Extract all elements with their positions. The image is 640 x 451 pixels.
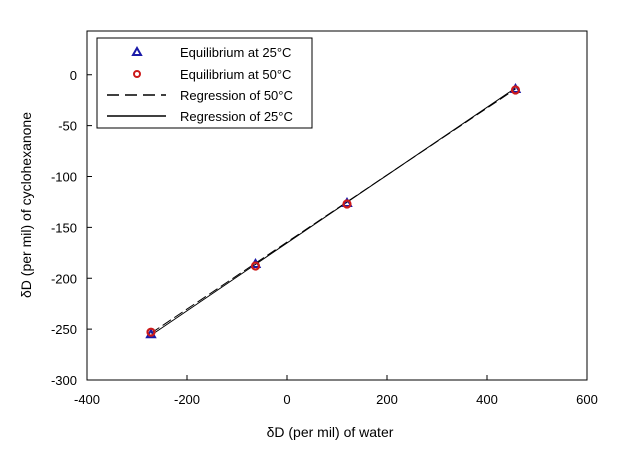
data-point-25c xyxy=(341,196,353,207)
x-tick-label: 600 xyxy=(576,392,598,407)
x-tick-label: 0 xyxy=(283,392,290,407)
y-tick-label: -50 xyxy=(58,119,77,134)
y-tick-label: 0 xyxy=(70,68,77,83)
regression-line-25c xyxy=(150,87,516,336)
legend-label: Equilibrium at 25°C xyxy=(180,45,291,60)
x-tick-label: 400 xyxy=(476,392,498,407)
regression-lines xyxy=(150,87,516,336)
y-tick-label: -300 xyxy=(51,373,77,388)
x-tick-label: -400 xyxy=(74,392,100,407)
data-point-50c xyxy=(342,199,352,209)
y-tick-label: -150 xyxy=(51,220,77,235)
data-point-25c xyxy=(509,82,522,93)
x-tick-label: 200 xyxy=(376,392,398,407)
y-tick-label: -100 xyxy=(51,170,77,185)
legend: Equilibrium at 25°C Equilibrium at 50°C Re… xyxy=(96,37,313,129)
y-axis-label: δD (per mil) of cyclohexanone xyxy=(18,112,34,298)
data-points xyxy=(145,82,522,339)
legend-marker-circle xyxy=(133,70,141,78)
legend-label: Regression of 25°C xyxy=(180,109,293,124)
legend-marker-triangle xyxy=(131,45,143,56)
data-point-50c xyxy=(250,261,261,271)
data-point-25c xyxy=(145,328,157,339)
y-tick-label: -200 xyxy=(51,271,77,286)
legend-label: Equilibrium at 50°C xyxy=(180,67,291,82)
tick-labels: -400 -200 0 200 400 600 0 -50 -100 -150 -200 -250 -3… xyxy=(51,68,598,407)
y-tick-label: -250 xyxy=(51,322,77,337)
legend-box xyxy=(96,37,313,129)
legend-label: Regression of 50°C xyxy=(180,88,293,103)
x-axis-label: δD (per mil) of water xyxy=(267,424,394,440)
data-point-50c xyxy=(146,327,156,337)
plot-frame xyxy=(86,30,588,381)
x-tick-label: -200 xyxy=(174,392,200,407)
data-point-50c xyxy=(510,85,521,95)
axis-ticks xyxy=(86,74,588,381)
